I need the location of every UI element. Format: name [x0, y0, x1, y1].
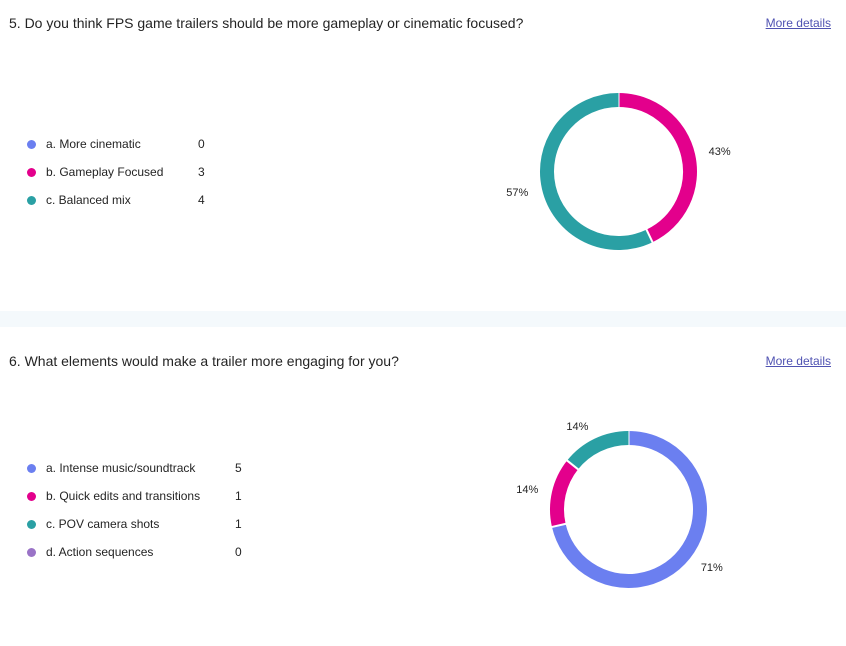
donut-chart: 43% 57%	[506, 92, 731, 250]
donut-slice	[540, 93, 653, 250]
legend-dot	[27, 464, 36, 473]
legend-label: b. Gameplay Focused	[46, 165, 164, 179]
legend-dot	[27, 196, 36, 205]
more-details-link[interactable]: More details	[765, 354, 831, 368]
legend-label: c. Balanced mix	[46, 193, 131, 207]
legend-count: 0	[235, 545, 242, 559]
legend-count: 1	[235, 517, 242, 531]
question-title: 5. Do you think FPS game trailers should…	[9, 15, 524, 31]
legend-dot	[27, 548, 36, 557]
question-card-6: 6. What elements would make a trailer mo…	[0, 327, 846, 646]
legend-count: 0	[198, 137, 205, 151]
legend-dot	[27, 492, 36, 501]
data-label: 14%	[516, 484, 538, 496]
more-details-link[interactable]: More details	[765, 16, 831, 30]
donut-slice	[551, 431, 707, 588]
legend-count: 1	[235, 489, 242, 503]
slice-separator	[565, 459, 580, 471]
legend-label: c. POV camera shots	[46, 517, 160, 531]
slice-separator	[550, 522, 567, 529]
question-card-5: 5. Do you think FPS game trailers should…	[0, 0, 846, 311]
question-title: 6. What elements would make a trailer mo…	[9, 353, 399, 369]
legend-count: 4	[198, 193, 205, 207]
legend-label: a. More cinematic	[46, 137, 141, 151]
legend-dot	[27, 520, 36, 529]
donut-slice	[618, 93, 697, 243]
donut-chart: 71% 14% 14%	[516, 421, 723, 588]
legend-label: b. Quick edits and transitions	[46, 489, 201, 503]
data-label: 14%	[566, 421, 588, 433]
section-separator	[0, 311, 846, 327]
data-label: 43%	[709, 146, 731, 158]
legend-dot	[27, 168, 36, 177]
legend-label: d. Action sequences	[46, 545, 154, 559]
donut-slice	[550, 460, 579, 527]
slice-separator	[645, 228, 654, 244]
legend-count: 3	[198, 165, 205, 179]
legend-dot	[27, 140, 36, 149]
legend-count: 5	[235, 461, 242, 475]
legend-label: a. Intense music/soundtrack	[46, 461, 196, 475]
data-label: 71%	[701, 562, 723, 574]
data-label: 57%	[506, 187, 528, 199]
donut-slice	[567, 431, 629, 470]
